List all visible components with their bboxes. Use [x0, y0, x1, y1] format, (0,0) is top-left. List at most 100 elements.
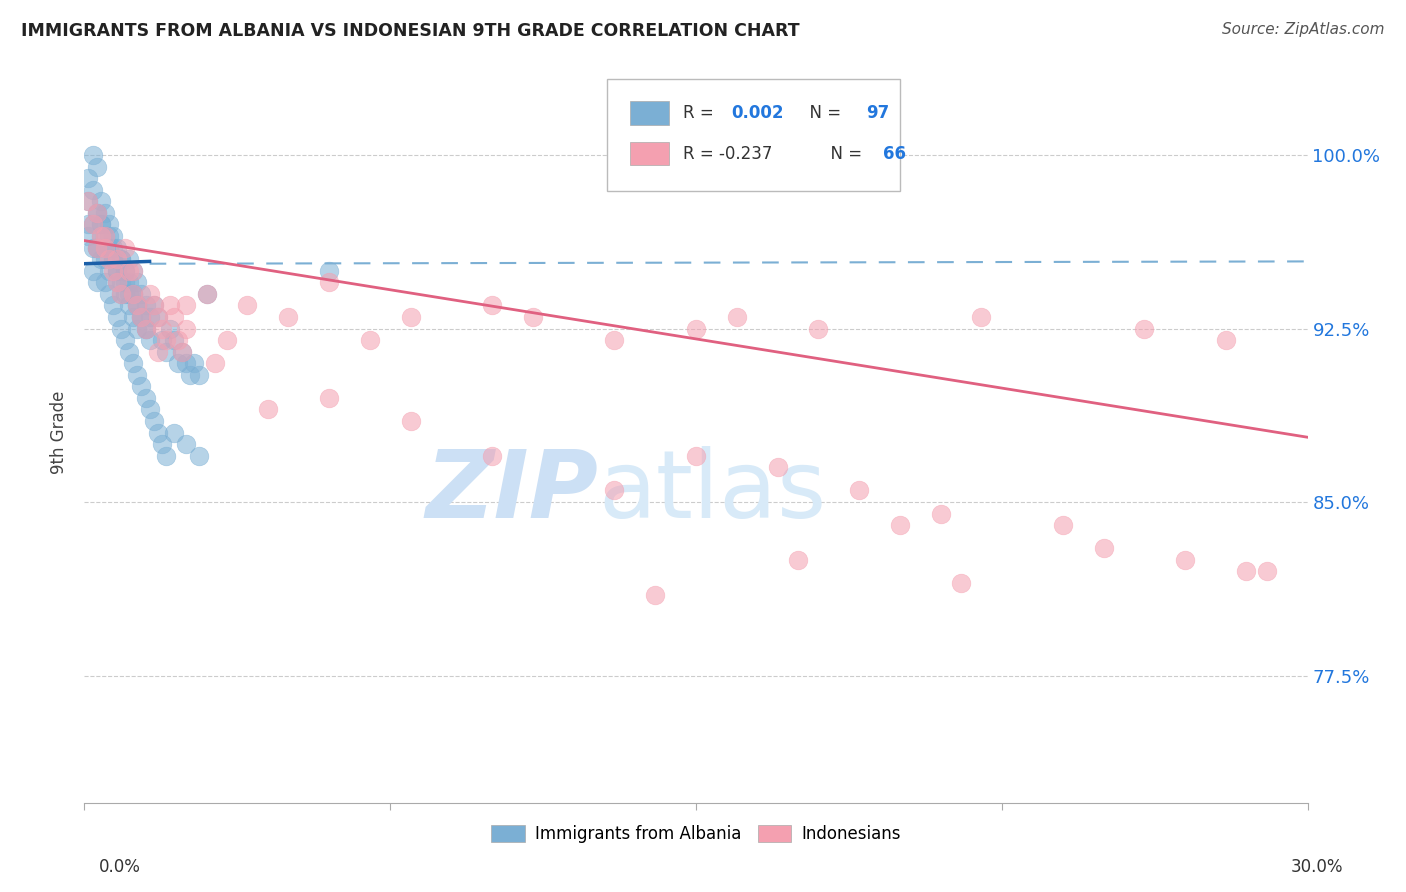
Point [399, 310, 422, 324]
Point [82, 218, 104, 232]
Point [82, 263, 104, 277]
Point [155, 333, 177, 347]
Point [481, 298, 503, 312]
Text: ZIP: ZIP [425, 446, 598, 538]
Point [127, 368, 149, 382]
Point [146, 310, 169, 324]
Text: atlas: atlas [598, 446, 827, 538]
Point [114, 240, 136, 255]
Point [110, 252, 132, 266]
Point [77, 218, 100, 232]
Point [110, 286, 132, 301]
Point [150, 333, 173, 347]
Text: R =: R = [682, 103, 718, 122]
Point [603, 483, 626, 498]
Point [114, 263, 136, 277]
Point [131, 286, 153, 301]
Point [929, 507, 952, 521]
Point [950, 576, 973, 591]
Point [93, 275, 115, 289]
Point [150, 321, 173, 335]
Point [93, 229, 115, 244]
Point [105, 252, 128, 266]
Point [101, 240, 124, 255]
Point [1052, 518, 1074, 533]
Point [1236, 565, 1258, 579]
Y-axis label: 9th Grade: 9th Grade [51, 391, 69, 475]
Point [110, 321, 132, 335]
Point [787, 553, 810, 567]
Text: IMMIGRANTS FROM ALBANIA VS INDONESIAN 9TH GRADE CORRELATION CHART: IMMIGRANTS FROM ALBANIA VS INDONESIAN 9T… [21, 22, 800, 40]
Point [131, 310, 153, 324]
Point [97, 286, 120, 301]
Point [159, 321, 181, 335]
Point [77, 194, 100, 209]
Point [150, 437, 173, 451]
Text: Source: ZipAtlas.com: Source: ZipAtlas.com [1222, 22, 1385, 37]
Point [118, 286, 141, 301]
Point [685, 449, 707, 463]
Point [101, 252, 124, 266]
Point [86, 206, 108, 220]
Point [135, 298, 157, 312]
Point [172, 344, 194, 359]
Point [174, 356, 197, 370]
Point [318, 263, 340, 277]
Point [127, 298, 149, 312]
Point [86, 160, 108, 174]
Point [970, 310, 993, 324]
Point [127, 321, 149, 335]
Point [195, 286, 218, 301]
Point [848, 483, 870, 498]
Point [77, 171, 100, 186]
Point [122, 356, 145, 370]
Point [163, 310, 186, 324]
Point [97, 252, 120, 266]
Point [101, 229, 124, 244]
Point [187, 449, 209, 463]
Point [127, 275, 149, 289]
Point [135, 321, 157, 335]
Point [146, 310, 169, 324]
Point [644, 588, 666, 602]
Point [1133, 321, 1156, 335]
Point [97, 240, 120, 255]
Point [204, 356, 226, 370]
Point [127, 298, 149, 312]
Point [122, 286, 145, 301]
Point [90, 252, 112, 266]
Point [90, 218, 112, 232]
Text: N =: N = [820, 145, 868, 162]
Point [77, 229, 100, 244]
Point [97, 218, 120, 232]
Point [163, 333, 186, 347]
Point [90, 194, 112, 209]
Point [118, 252, 141, 266]
Text: 66: 66 [883, 145, 905, 162]
Point [481, 449, 503, 463]
Point [138, 286, 160, 301]
Text: N =: N = [799, 103, 846, 122]
FancyBboxPatch shape [630, 142, 669, 165]
Point [86, 240, 108, 255]
Point [318, 391, 340, 405]
Point [86, 206, 108, 220]
Text: 97: 97 [866, 103, 889, 122]
Point [105, 263, 128, 277]
Point [122, 263, 145, 277]
Point [142, 298, 165, 312]
Point [187, 368, 209, 382]
Point [101, 298, 124, 312]
Text: 30.0%: 30.0% [1291, 858, 1343, 876]
Point [122, 286, 145, 301]
Point [105, 263, 128, 277]
Point [114, 275, 136, 289]
Point [195, 286, 218, 301]
Text: 0.002: 0.002 [731, 103, 785, 122]
Point [93, 229, 115, 244]
Point [217, 333, 239, 347]
Point [127, 298, 149, 312]
Point [889, 518, 911, 533]
Point [1174, 553, 1197, 567]
Point [172, 344, 194, 359]
